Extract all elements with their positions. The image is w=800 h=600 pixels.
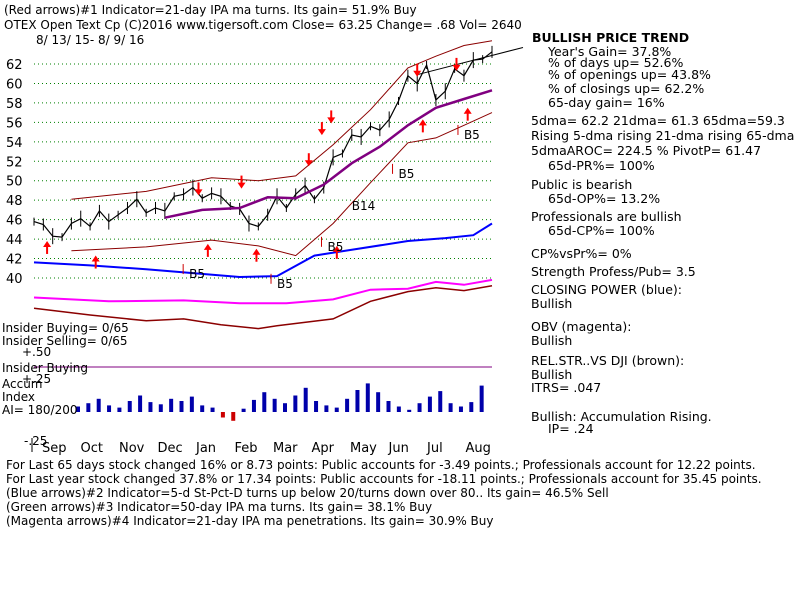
month-label: Jan — [195, 441, 216, 456]
panel-pros: Professionals are bullish — [531, 209, 682, 224]
red-arrow-up-head — [252, 248, 261, 255]
red-arrow-up-head — [463, 107, 472, 114]
ticker-line: OTEX Open Text Cp (C)2016 www.tigersoft.… — [4, 18, 522, 32]
panel-strength: Strength Profess/Pub= 3.5 — [531, 264, 696, 279]
red-arrow-down-head — [194, 189, 203, 196]
upper-band-line — [71, 40, 493, 200]
date-range: 8/ 13/ 15- 8/ 9/ 16 — [36, 33, 145, 47]
b5-label: B5 — [189, 267, 205, 281]
price-tick-label: 52 — [6, 155, 23, 170]
lower-band-line — [71, 112, 493, 257]
month-label: Mar — [273, 441, 298, 456]
insider-buying-label-2: Insider Buying — [2, 361, 88, 375]
red-arrow-up-head — [91, 255, 100, 262]
red-arrow-down-head — [237, 182, 246, 189]
panel-title: BULLISH PRICE TREND — [532, 30, 690, 45]
footer-line-0: For Last 65 days stock changed 16% or 8.… — [6, 458, 756, 472]
price-tick-label: 62 — [6, 58, 23, 73]
price-tick-label: 48 — [6, 194, 23, 209]
red-arrow-up-head — [203, 243, 212, 250]
index-label: Index — [2, 390, 36, 404]
month-label: Jul — [426, 441, 443, 456]
price-tick-label: 44 — [6, 233, 23, 248]
ai-label: AI= 180/200 — [2, 403, 78, 417]
panel-closing-power: CLOSING POWER (blue): — [531, 282, 682, 297]
plus50-label: +.50 — [22, 345, 52, 359]
panel-relstr: REL.STR..VS DJI (brown): — [531, 353, 685, 368]
closing-power-line — [33, 222, 493, 279]
panel-closing-power-value: Bullish — [531, 296, 573, 311]
month-label: May — [350, 441, 377, 456]
red-arrow-down-head — [317, 129, 326, 136]
panel-obv: OBV (magenta): — [531, 319, 632, 334]
panel-line-4: 65-day gain= 16% — [548, 95, 665, 110]
panel-accum: Bullish: Accumulation Rising. — [531, 409, 712, 424]
price-line — [33, 51, 493, 238]
red-arrow-down-head — [452, 64, 461, 71]
panel-line-3: % of closings up= 62.2% — [548, 81, 705, 96]
panel-pr: 65d-PR%= 100% — [548, 158, 655, 173]
ma65-line — [164, 89, 493, 219]
panel-cpvspr: CP%vsPr%= 0% — [531, 246, 632, 261]
panel-op: 65d-OP%= 13.2% — [548, 191, 661, 206]
insider-selling-label: Insider Selling= 0/65 — [2, 334, 128, 348]
month-label: Apr — [312, 441, 335, 456]
minus25-label: -.25 — [24, 434, 48, 448]
b5-label: B5 — [277, 277, 293, 291]
panel-public: Public is bearish — [531, 177, 633, 192]
red-arrow-up-head — [332, 245, 341, 252]
resistance-trendline — [417, 46, 524, 76]
insider-buying-label: Insider Buying= 0/65 — [2, 321, 129, 335]
footer-line-2: (Blue arrows)#2 Indicator=5-d St-Pct-D t… — [6, 486, 609, 500]
footer-line-4: (Magenta arrows)#4 Indicator=21-day IPA … — [6, 514, 494, 528]
price-tick-label: 58 — [6, 97, 23, 112]
month-label: Aug — [466, 441, 491, 456]
obv-line — [33, 278, 493, 305]
price-tick-label: 40 — [6, 272, 23, 287]
price-tick-label: 42 — [6, 253, 23, 268]
month-label: Jun — [388, 441, 409, 456]
price-tick-label: 56 — [6, 116, 23, 131]
panel-line-2: % of openings up= 43.8% — [548, 67, 711, 82]
red-arrow-up-head — [43, 240, 52, 247]
month-label: Feb — [235, 441, 258, 456]
red-arrow-down-head — [413, 70, 422, 77]
month-label: Oct — [81, 441, 103, 456]
month-label: Dec — [158, 441, 183, 456]
price-tick-label: 60 — [6, 77, 23, 92]
indicator-1-line: (Red arrows)#1 Indicator=21-day IPA ma t… — [4, 3, 417, 17]
panel-ip: IP= .24 — [548, 421, 594, 436]
panel-dma: 5dma= 62.2 21dma= 61.3 65dma=59.3 — [531, 113, 785, 128]
panel-itrs: ITRS= .047 — [531, 380, 602, 395]
panel-relstr-value: Bullish — [531, 367, 573, 382]
month-label: Sep — [42, 441, 67, 456]
footer-line-3: (Green arrows)#3 Indicator=50-day IPA ma… — [6, 500, 433, 514]
b5-label: B5 — [399, 167, 415, 181]
price-tick-label: 54 — [6, 136, 23, 151]
month-label: Nov — [119, 441, 145, 456]
red-arrow-down-head — [304, 160, 313, 167]
panel-line-1: % of days up= 52.6% — [548, 55, 684, 70]
b14-label: B14 — [352, 199, 376, 213]
b5-label: B5 — [464, 128, 480, 142]
footer-line-1: For Last year stock changed 37.8% or 17.… — [6, 472, 762, 486]
relstr-line — [33, 285, 493, 330]
panel-rising: Rising 5-dma rising 21-dma rising 65-dma — [531, 128, 795, 143]
accum-label: Accum — [2, 377, 43, 391]
red-arrow-up-head — [418, 119, 427, 126]
red-arrow-down-head — [327, 117, 336, 124]
price-tick-label: 46 — [6, 214, 23, 229]
b5-label: B5 — [327, 240, 343, 254]
price-tick-label: 50 — [6, 175, 23, 190]
panel-obv-value: Bullish — [531, 333, 573, 348]
panel-aroc: 5dmaAROC= 224.5 % PivotP= 61.47 — [531, 143, 762, 158]
panel-cp: 65d-CP%= 100% — [548, 223, 655, 238]
plus25-label: +.25 — [22, 372, 52, 386]
panel-line-0: Year's Gain= 37.8% — [548, 44, 672, 59]
